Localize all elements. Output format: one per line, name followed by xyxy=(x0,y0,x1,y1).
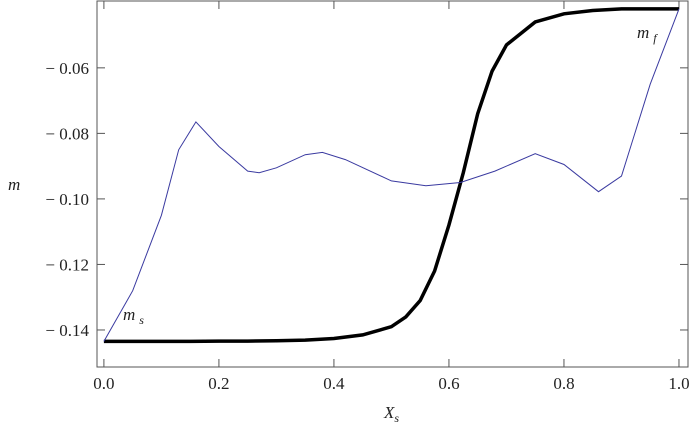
y-tick-label: − 0.12 xyxy=(45,255,89,274)
annotation-sub: f xyxy=(653,31,658,45)
x-tick-label: 1.0 xyxy=(668,374,689,393)
x-label-main: X xyxy=(383,403,395,422)
x-tick-label: 0.4 xyxy=(323,374,345,393)
annotation-sub: s xyxy=(139,313,144,327)
annotation-main: m xyxy=(637,23,649,42)
x-tick-label: 0.0 xyxy=(93,374,114,393)
y-axis-label: m xyxy=(8,175,20,194)
y-tick-label: − 0.06 xyxy=(45,59,89,78)
x-axis-label: Xs xyxy=(383,403,399,425)
x-label-sub: s xyxy=(394,411,399,425)
y-tick-label: − 0.14 xyxy=(45,321,89,340)
x-tick-label: 0.6 xyxy=(438,374,459,393)
annotation-main: m xyxy=(123,305,135,324)
frame xyxy=(96,0,689,368)
y-tick-label: − 0.08 xyxy=(45,124,89,143)
y-tick-label: − 0.10 xyxy=(45,190,89,209)
x-tick-label: 0.8 xyxy=(553,374,574,393)
series-line xyxy=(103,7,679,344)
x-tick-label: 0.2 xyxy=(208,374,229,393)
series-line xyxy=(103,8,680,342)
